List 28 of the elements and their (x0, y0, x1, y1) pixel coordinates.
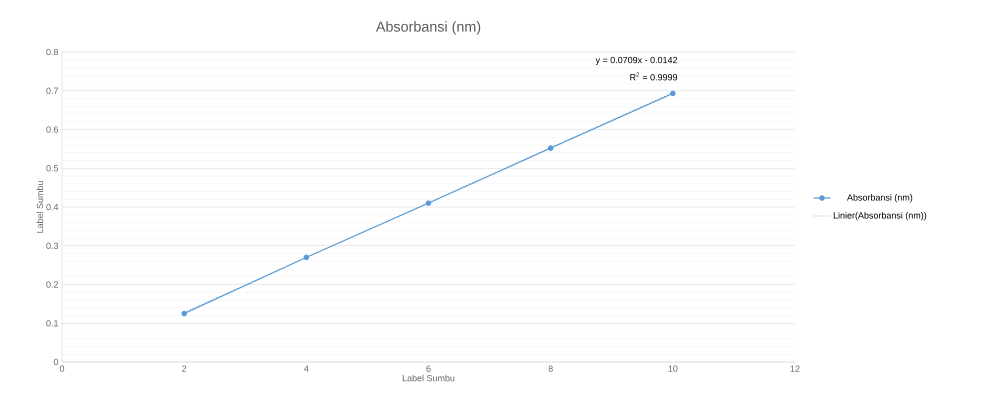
x-tick-label: 8 (548, 366, 553, 372)
annotation: R$^{2}$ = 0.9999 (630, 72, 678, 80)
y-tick-label: 0.5 (46, 165, 58, 172)
x-tick-label: 0 (60, 366, 64, 372)
y-tick-label: 0 (54, 358, 58, 366)
x-axis-title: Label Sumbu (402, 374, 454, 382)
point (304, 254, 310, 260)
x-tick-label: 2 (182, 366, 186, 372)
x-tick-label: 12 (790, 366, 800, 372)
y-tick-label: 0.1 (46, 320, 58, 326)
x-tick-label: 6 (426, 366, 431, 372)
x-tick-label: 10 (668, 366, 678, 372)
point (548, 145, 554, 151)
legend-label: Linier(Absorbansi (nm)) (834, 212, 926, 220)
x-tick-label: 4 (304, 366, 309, 372)
chart-title: Absorbansi (nm) (376, 21, 480, 35)
legend-label: Absorbansi (nm) (847, 194, 912, 202)
y-tick-label: 0.7 (46, 88, 58, 94)
y-tick-label: 0.2 (46, 281, 58, 288)
y-tick-label: 0.4 (46, 204, 58, 210)
point (181, 310, 187, 316)
y-tick-label: 0.6 (46, 126, 58, 133)
y-tick-label: 0.8 (46, 48, 58, 56)
annotation: y = 0.0709x - 0.0142 (596, 56, 678, 65)
point (670, 90, 676, 96)
y-tick-label: 0.3 (46, 242, 58, 249)
point (426, 200, 432, 206)
y-axis-title: Label Sumbu (36, 181, 44, 233)
